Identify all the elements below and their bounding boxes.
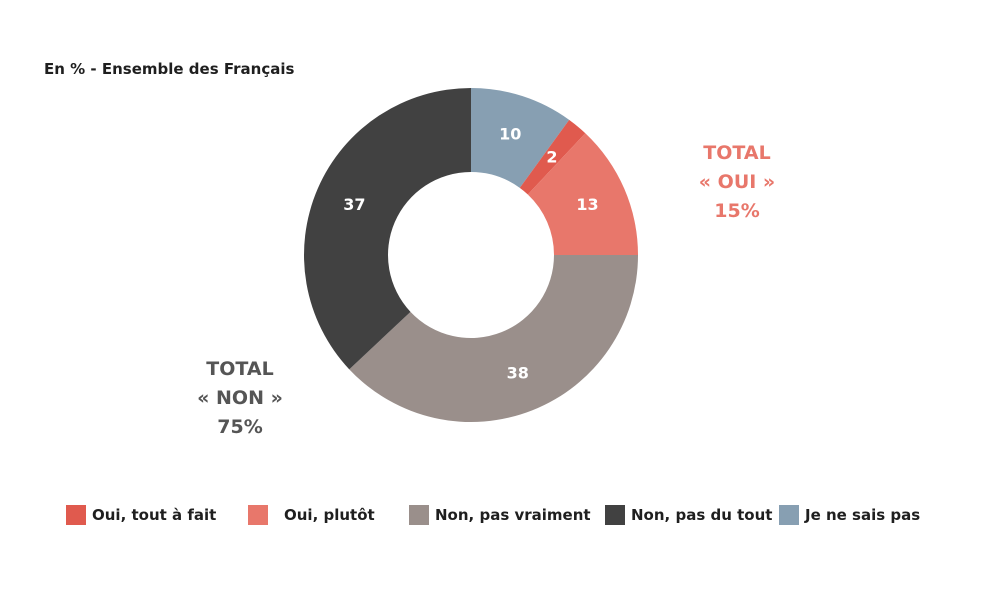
slice-value-label: 38 [507, 364, 529, 383]
legend-swatch [409, 505, 429, 525]
total-oui-line2: « OUI » [698, 171, 776, 193]
donut-slice-0 [471, 88, 570, 188]
legend-label: Non, pas du tout [631, 506, 773, 524]
legend-label: Oui, tout à fait [92, 506, 217, 524]
legend-swatch [66, 505, 86, 525]
legend-label: Oui, plutôt [284, 506, 375, 524]
legend-item-oui-plutot: Oui, plutôt [248, 503, 375, 527]
donut-slice-4 [303, 88, 471, 370]
legend-item-non-pas-du-tout: Non, pas du tout [605, 503, 772, 527]
total-oui-line1: TOTAL [703, 142, 771, 164]
donut-slice-1 [519, 119, 586, 195]
legend-item-oui-tout-a-fait: Oui, tout à fait [66, 503, 216, 527]
legend-item-non-pas-vraiment: Non, pas vraiment [409, 503, 591, 527]
legend-item-je-ne-sais-pas: Je ne sais pas [779, 503, 920, 527]
chart-subtitle: En % - Ensemble des Français [44, 60, 295, 78]
slice-value-label: 2 [546, 148, 557, 167]
legend-swatch [605, 505, 625, 525]
total-oui-annotation: TOTAL « OUI » 15% [672, 139, 802, 226]
total-non-annotation: TOTAL « NON » 75% [172, 355, 308, 442]
legend-swatch [248, 505, 268, 525]
donut-slice-3 [349, 255, 638, 423]
legend-label: Non, pas vraiment [435, 506, 591, 524]
slice-value-label: 13 [576, 195, 598, 214]
legend-swatch [779, 505, 799, 525]
total-oui-line3: 15% [714, 200, 760, 222]
donut-slice-2 [527, 133, 638, 255]
chart-legend: Oui, tout à fait Oui, plutôt Non, pas vr… [0, 503, 1000, 527]
total-non-line3: 75% [217, 416, 263, 438]
slice-value-label: 10 [499, 125, 521, 144]
legend-label: Je ne sais pas [805, 506, 921, 524]
total-non-line2: « NON » [197, 387, 283, 409]
total-non-line1: TOTAL [206, 358, 274, 380]
slice-value-label: 37 [343, 195, 365, 214]
